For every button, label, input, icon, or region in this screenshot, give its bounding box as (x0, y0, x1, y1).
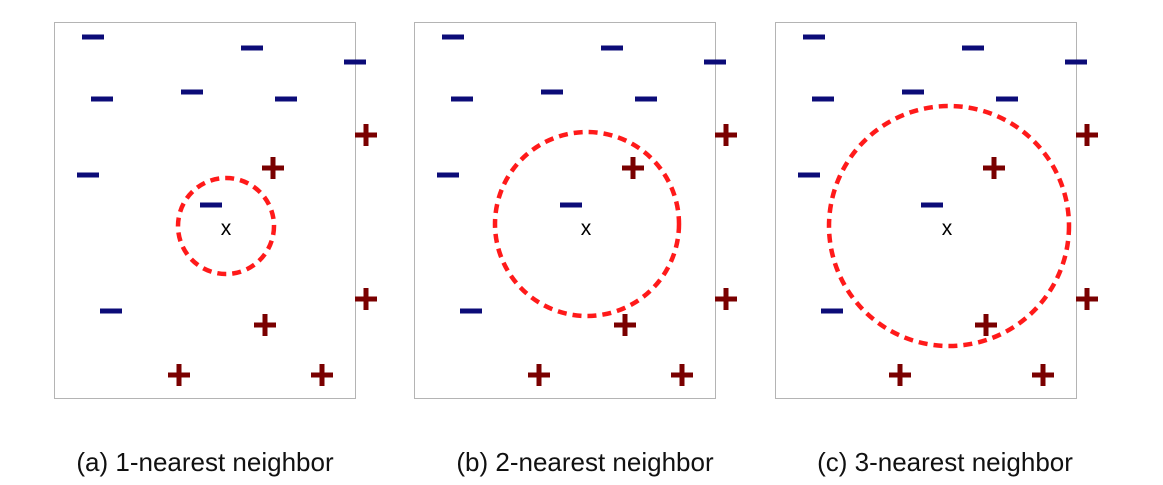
plus-icon (614, 314, 636, 336)
panel-3-nearest: x (775, 22, 1098, 399)
plus-icon (1076, 288, 1098, 310)
query-point-label: x (581, 217, 592, 240)
query-point-label: x (942, 217, 953, 240)
knn-plot-a: x (77, 34, 377, 386)
plus-icon (1076, 124, 1098, 146)
plus-icon (254, 314, 276, 336)
plus-icon (355, 124, 377, 146)
caption-a: (a) 1-nearest neighbor (76, 447, 334, 477)
plus-icon (975, 314, 997, 336)
plus-icon (983, 157, 1005, 179)
neighborhood-circle (492, 129, 682, 319)
panel-2-nearest: x (414, 22, 737, 399)
plus-icon (528, 364, 550, 386)
plus-icon (889, 364, 911, 386)
plus-icon (168, 364, 190, 386)
query-point-label: x (221, 217, 232, 240)
neighborhood-circle (826, 103, 1072, 349)
caption-c: (c) 3-nearest neighbor (817, 447, 1073, 477)
plus-icon (1032, 364, 1054, 386)
plus-icon (622, 157, 644, 179)
caption-b: (b) 2-nearest neighbor (456, 447, 714, 477)
plus-icon (311, 364, 333, 386)
plus-icon (715, 124, 737, 146)
plus-icon (715, 288, 737, 310)
plus-icon (671, 364, 693, 386)
plus-icon (355, 288, 377, 310)
neighborhood-circle (175, 175, 277, 277)
plus-icon (262, 157, 284, 179)
panel-1-nearest: x (54, 22, 377, 399)
knn-plot-c: x (798, 34, 1098, 386)
knn-plot-b: x (437, 34, 737, 386)
